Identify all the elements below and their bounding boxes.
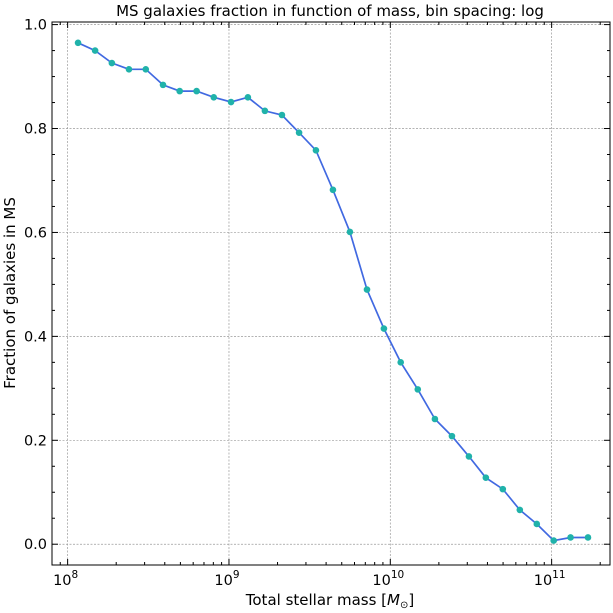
y-tick-label: 0.4	[24, 329, 47, 345]
data-point	[533, 520, 541, 528]
data-point	[329, 186, 337, 194]
series-line	[77, 42, 588, 542]
tick-labels: 0.0 0.2 0.4 0.6 0.8 1.0 108 109 1010 1011	[24, 18, 566, 589]
data-point	[482, 474, 490, 482]
x-tick-label: 1010	[372, 569, 404, 589]
grid	[52, 22, 610, 565]
plot-frame	[51, 21, 611, 566]
data-point	[74, 39, 82, 47]
y-tick-label: 0.2	[24, 433, 47, 449]
x-tick-label: 108	[53, 569, 78, 589]
data-point	[516, 506, 524, 514]
data-point	[193, 87, 200, 95]
data-point	[363, 286, 371, 293]
data-point	[91, 47, 99, 54]
data-point	[159, 81, 167, 89]
data-point	[210, 94, 218, 101]
data-point	[227, 98, 235, 106]
y-tick-label: 0.6	[24, 225, 47, 241]
data-point	[261, 107, 269, 115]
data-point	[312, 147, 320, 154]
data-point	[431, 415, 439, 423]
data-point	[465, 453, 473, 460]
data-point	[380, 325, 388, 332]
data-point	[584, 534, 592, 541]
y-axis-label: Fraction of galaxies in MS	[1, 197, 19, 389]
ticks	[51, 22, 610, 565]
data-point	[397, 359, 405, 366]
data-point	[499, 485, 507, 493]
data-point	[244, 94, 252, 101]
data-point	[142, 65, 150, 73]
data-point	[278, 111, 286, 119]
y-tick-label: 0.8	[24, 122, 47, 138]
data-point	[176, 87, 183, 95]
y-tick-label: 1.0	[24, 18, 47, 34]
data-point	[125, 65, 133, 73]
y-tick-label: 0.0	[24, 537, 47, 553]
x-tick-label: 1011	[534, 569, 566, 589]
data-point	[567, 534, 574, 541]
data-point	[295, 129, 303, 136]
x-tick-label: 109	[214, 569, 239, 589]
x-axis-label: Total stellar mass [M⊙]	[245, 591, 414, 611]
data-point	[346, 228, 354, 236]
data-point	[108, 59, 116, 67]
chart-title: MS galaxies fraction in function of mass…	[116, 2, 544, 20]
series-layer	[74, 39, 592, 544]
data-point	[448, 432, 456, 440]
data-point	[550, 537, 558, 544]
data-point	[414, 386, 422, 393]
